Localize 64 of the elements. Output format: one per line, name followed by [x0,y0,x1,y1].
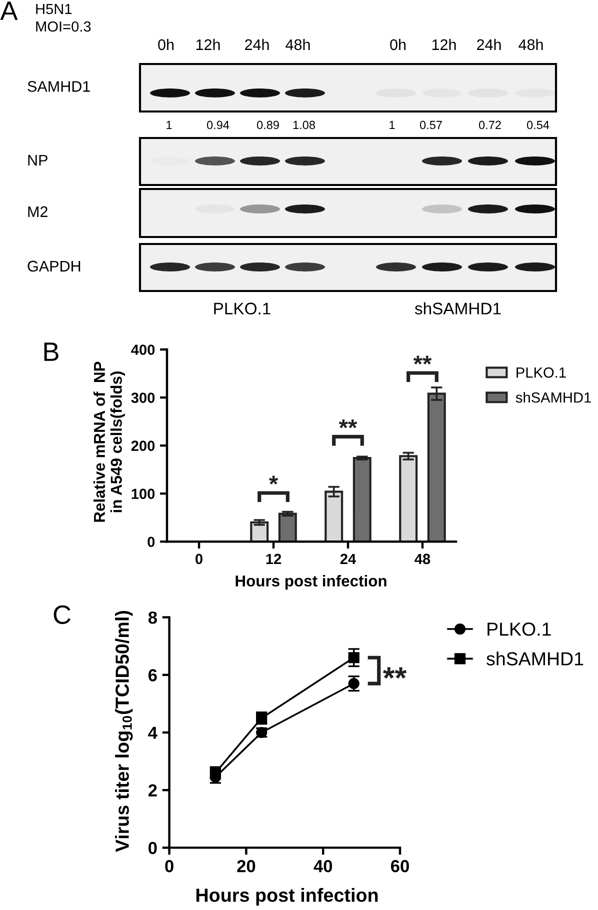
data-label: 1 [390,120,395,130]
data-label: 0.94 [206,120,230,130]
x-axis-title: Hours post infection [236,575,386,590]
annotation: * [268,476,278,485]
bar [250,521,269,542]
bar [324,490,344,542]
x-tick-label: 12 [266,554,282,564]
y-tick-label: 6 [148,669,157,682]
data-label: 1.08 [293,120,315,130]
y-tick-label: 0 [148,842,157,854]
chart-title: B [44,342,58,361]
text: shSAMHD1 [414,302,501,314]
text: A [0,2,18,20]
y-tick-label: 200 [131,440,155,451]
bar [278,512,297,542]
text: H5N1 MOI=0.3 [36,4,91,32]
x-tick-label: 0 [196,554,202,564]
text: PLKO.1 [214,302,270,314]
data-label: 0.89 [256,120,279,130]
category-label: 12h [432,38,456,50]
annotation: ** [382,667,407,679]
y-axis-title: Virus titer log$_{10}$(TCID50/ml) [115,610,133,852]
y-tick-label: 400 [131,344,155,355]
y-tick-label: 0 [148,536,155,548]
annotation: ** [413,356,432,365]
x-axis-title: Hours post infection [196,888,378,906]
category-label: 0h [390,38,406,50]
data-label: 0.72 [478,120,501,130]
category-label: 24h [477,38,501,50]
category-label: 48h [518,38,543,50]
point [348,678,360,690]
y-tick-label: 2 [148,784,157,796]
y-tick-label: 4 [148,726,158,739]
category-label: 12h [196,38,220,50]
bar [352,456,372,542]
data-label: 0.57 [420,120,442,130]
chart-title: C [54,605,71,624]
category-label: SAMHD1 [28,81,90,92]
x-tick-label: 60 [390,860,409,872]
x-tick-label: 24 [340,554,356,564]
y-tick-label: 100 [132,488,155,500]
x-tick-label: 20 [237,860,256,872]
data-label: 0.54 [526,120,550,130]
category-label: M2 [28,206,48,217]
x-tick-label: 40 [314,860,332,872]
y-tick-label: 8 [148,611,157,624]
legend-label: PLKO.1 [516,367,566,378]
x-tick-label: 0 [165,860,174,872]
point [348,652,360,664]
category-label: GAPDH [28,260,80,272]
bar [399,455,418,542]
y-axis-title: Relative mRNA of NP in A549 cells(folds) [93,362,125,522]
bar [427,392,446,542]
annotation: ** [338,419,358,428]
category-label: NP [28,154,48,166]
legend-label: shSAMHD1 [486,652,584,666]
category-label: 0h [158,38,174,50]
category-label: 24h [245,38,269,50]
data-label: 1 [166,120,172,130]
y-tick-label: 300 [131,392,155,403]
x-tick-label: 48 [414,554,430,564]
category-label: 48h [286,38,310,50]
legend-label: PLKO.1 [488,622,551,636]
legend-label: shSAMHD1 [516,392,591,403]
